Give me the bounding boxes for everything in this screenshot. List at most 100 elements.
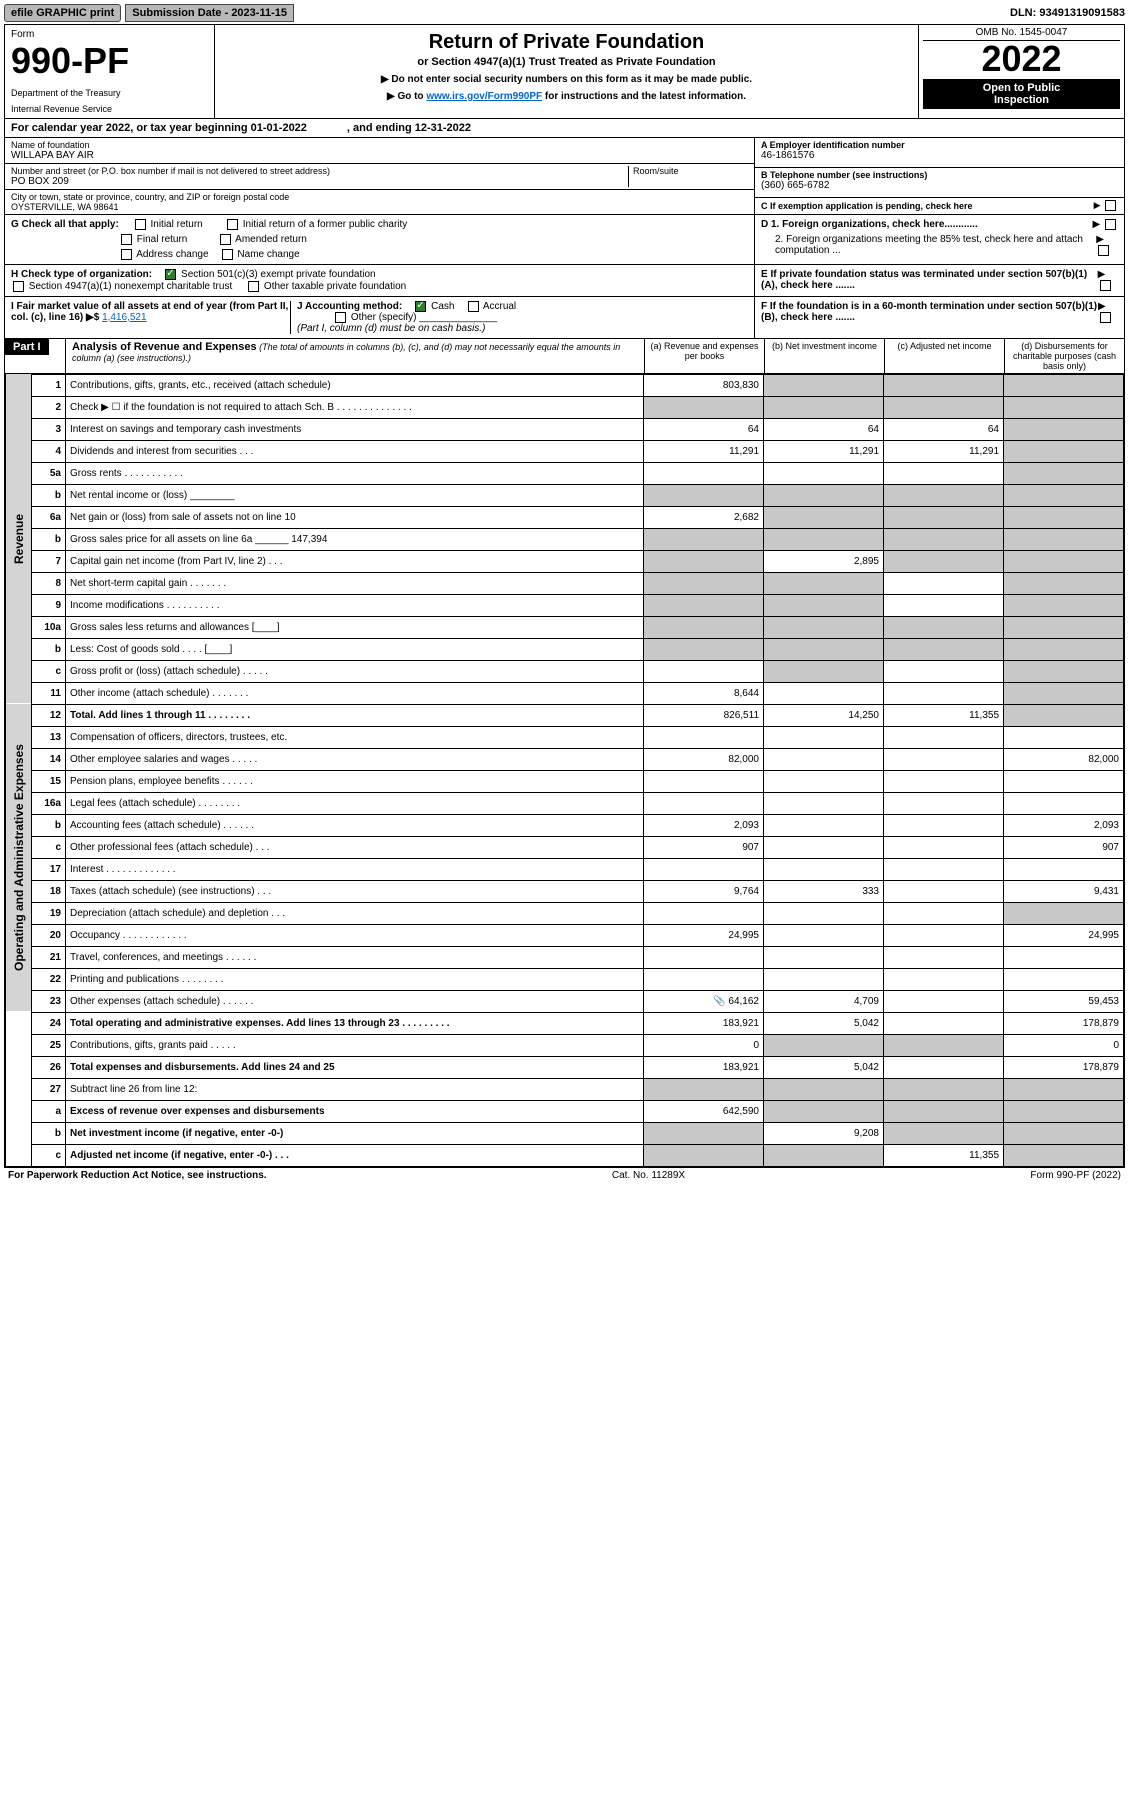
g1b: Initial return of a former public charit… [243, 219, 408, 230]
cell-value: 82,000 [644, 748, 764, 770]
row-label: Check ▶ ☐ if the foundation is not requi… [66, 396, 644, 418]
initial-return-checkbox[interactable] [135, 219, 146, 230]
room-suite-label: Room/suite [628, 166, 748, 187]
table-row: bGross sales price for all assets on lin… [6, 528, 1124, 550]
row-label: Less: Cost of goods sold . . . . [____] [66, 638, 644, 660]
cell-value [764, 726, 884, 748]
row-num: 23 [32, 990, 66, 1012]
name-change-checkbox[interactable] [222, 249, 233, 260]
row-label: Gross sales price for all assets on line… [66, 528, 644, 550]
cell-shaded [764, 638, 884, 660]
cell-value: 803,830 [644, 374, 764, 396]
cell-value: 24,995 [644, 924, 764, 946]
cell-shaded [1004, 1144, 1124, 1166]
row-num: 6a [32, 506, 66, 528]
phone-label: B Telephone number (see instructions) [761, 170, 1118, 180]
h2: Section 4947(a)(1) nonexempt charitable … [29, 281, 232, 292]
row-num: 8 [32, 572, 66, 594]
cell-value [644, 770, 764, 792]
row-num: 5a [32, 462, 66, 484]
part1-label: Part I [5, 339, 49, 355]
cell-shaded [644, 638, 764, 660]
irs-link[interactable]: www.irs.gov/Form990PF [426, 91, 542, 102]
j-note: (Part I, column (d) must be on cash basi… [297, 323, 485, 334]
cell-shaded [764, 1144, 884, 1166]
table-row: 16aLegal fees (attach schedule) . . . . … [6, 792, 1124, 814]
60month-checkbox[interactable] [1100, 312, 1111, 323]
form-label: Form [11, 29, 208, 40]
cell-value [1004, 858, 1124, 880]
cell-value [644, 726, 764, 748]
row-label: Interest on savings and temporary cash i… [66, 418, 644, 440]
row-label: Contributions, gifts, grants, etc., rece… [66, 374, 644, 396]
h1: Section 501(c)(3) exempt private foundat… [181, 270, 376, 281]
blank-side [6, 1100, 32, 1122]
foundation-name-label: Name of foundation [11, 140, 748, 150]
cell-value [884, 946, 1004, 968]
blank-side [6, 1078, 32, 1100]
exemption-pending-checkbox[interactable] [1105, 200, 1116, 211]
cell-shaded [644, 1122, 764, 1144]
cell-value: 178,879 [1004, 1056, 1124, 1078]
row-label: Excess of revenue over expenses and disb… [66, 1100, 644, 1122]
foreign-85-checkbox[interactable] [1098, 245, 1109, 256]
cell-value [764, 836, 884, 858]
row-label: Taxes (attach schedule) (see instruction… [66, 880, 644, 902]
note2-pre: ▶ Go to [387, 91, 426, 102]
row-label: Printing and publications . . . . . . . … [66, 968, 644, 990]
cell-shaded [644, 528, 764, 550]
cell-value [884, 1056, 1004, 1078]
cell-shaded [884, 1034, 1004, 1056]
g3: Address change [136, 249, 208, 260]
fmv-value[interactable]: 1,416,521 [102, 312, 147, 323]
cash-checkbox[interactable] [415, 301, 426, 312]
row-num: 24 [32, 1012, 66, 1034]
amended-return-checkbox[interactable] [220, 234, 231, 245]
cell-shaded [764, 374, 884, 396]
cell-value: 59,453 [1004, 990, 1124, 1012]
attachment-icon[interactable]: 📎 [713, 996, 725, 1007]
open-public-1: Open to Public [923, 82, 1120, 94]
calyear-end: , and ending 12-31-2022 [347, 122, 471, 134]
other-taxable-checkbox[interactable] [248, 281, 259, 292]
cell-shaded [764, 506, 884, 528]
cell-value [644, 792, 764, 814]
row-num: 25 [32, 1034, 66, 1056]
table-row: 17Interest . . . . . . . . . . . . . [6, 858, 1124, 880]
cell-value: 82,000 [1004, 748, 1124, 770]
cell-shaded [1004, 704, 1124, 726]
table-row: 15Pension plans, employee benefits . . .… [6, 770, 1124, 792]
cell-value: 24,995 [1004, 924, 1124, 946]
501c3-checkbox[interactable] [165, 269, 176, 280]
4947a1-checkbox[interactable] [13, 281, 24, 292]
cell-value [884, 880, 1004, 902]
cell-value [884, 990, 1004, 1012]
accrual-checkbox[interactable] [468, 301, 479, 312]
status-terminated-checkbox[interactable] [1100, 280, 1111, 291]
foreign-org-checkbox[interactable] [1105, 219, 1116, 230]
cell-shaded [1004, 462, 1124, 484]
row-label: Gross sales less returns and allowances … [66, 616, 644, 638]
efile-print-button[interactable]: efile GRAPHIC print [4, 4, 121, 22]
row-label: Total operating and administrative expen… [66, 1012, 644, 1034]
row-label: Compensation of officers, directors, tru… [66, 726, 644, 748]
table-row: 20Occupancy . . . . . . . . . . . .24,99… [6, 924, 1124, 946]
row-num: 17 [32, 858, 66, 880]
cell-shaded [1004, 1078, 1124, 1100]
row-num: 7 [32, 550, 66, 572]
initial-return-former-checkbox[interactable] [227, 219, 238, 230]
city-value: OYSTERVILLE, WA 98641 [11, 202, 748, 212]
cell-value: 11,355 [884, 704, 1004, 726]
final-return-checkbox[interactable] [121, 234, 132, 245]
row-num: 3 [32, 418, 66, 440]
other-method-checkbox[interactable] [335, 312, 346, 323]
cell-shaded [644, 484, 764, 506]
row-label: Adjusted net income (if negative, enter … [66, 1144, 644, 1166]
table-row: cGross profit or (loss) (attach schedule… [6, 660, 1124, 682]
col-b-header: (b) Net investment income [764, 339, 884, 373]
cell-shaded [1004, 660, 1124, 682]
table-row: 11Other income (attach schedule) . . . .… [6, 682, 1124, 704]
blank-side [6, 1056, 32, 1078]
cell-value: 9,431 [1004, 880, 1124, 902]
address-change-checkbox[interactable] [121, 249, 132, 260]
